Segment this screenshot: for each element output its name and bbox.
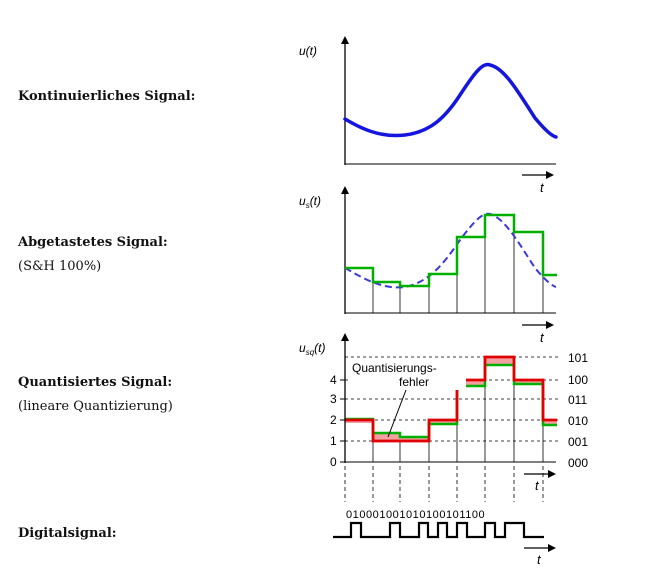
label-continuous-signal: Kontinuierliches Signal: bbox=[18, 89, 196, 104]
sampled-staircase-signal bbox=[345, 213, 557, 288]
quantized-panel: t usq(t) 0 1 2 3 4 101 100 011 010 001 0… bbox=[299, 333, 588, 493]
quantization-error-fills bbox=[345, 357, 557, 441]
sampled-panel: us(t) t bbox=[299, 186, 557, 345]
continuous-t-label: t bbox=[540, 180, 545, 195]
label-sampled-subtitle: (S&H 100%) bbox=[18, 259, 102, 274]
annotation-pointer bbox=[387, 389, 407, 438]
code-011: 011 bbox=[568, 393, 587, 407]
digital-bit-string: 010001001010100101100 bbox=[346, 509, 485, 521]
quantized-y-tick-3: 3 bbox=[330, 392, 337, 406]
quantized-y-tick-4: 4 bbox=[330, 373, 337, 387]
annotation-line-1: Quantisierungs- bbox=[352, 361, 437, 375]
quantized-t-label: t bbox=[535, 478, 540, 493]
digital-t-label: t bbox=[537, 552, 542, 567]
quantized-y-tick-1: 1 bbox=[330, 434, 337, 448]
quantized-y-label: usq(t) bbox=[299, 341, 325, 357]
quantized-y-tick-0: 0 bbox=[330, 455, 337, 469]
continuous-signal-curve bbox=[343, 62, 558, 139]
label-quantized-subtitle: (lineare Quantizierung) bbox=[18, 399, 173, 414]
row-label-sampled: Abgetastetes Signal: (S&H 100%) bbox=[18, 234, 168, 276]
code-001: 001 bbox=[568, 435, 588, 449]
quantized-y-ticks bbox=[340, 379, 345, 463]
code-101: 101 bbox=[568, 351, 588, 365]
quantized-y-tick-2: 2 bbox=[330, 413, 337, 427]
continuous-y-label: u(t) bbox=[299, 44, 317, 58]
label-digital-signal: Digitalsignal: bbox=[18, 526, 117, 541]
code-100: 100 bbox=[568, 373, 588, 387]
sampled-dashed-original bbox=[344, 212, 557, 289]
label-quantized-signal: Quantisiertes Signal: bbox=[18, 375, 173, 390]
annotation-box bbox=[350, 358, 466, 390]
sample-guide-lines bbox=[344, 466, 544, 502]
annotation-line-2: fehler bbox=[399, 375, 429, 389]
row-label-digital: Digitalsignal: bbox=[18, 525, 117, 543]
digital-panel: 010001001010100101100 t bbox=[333, 509, 556, 567]
sampled-y-label: us(t) bbox=[299, 194, 321, 210]
digital-waveform bbox=[333, 521, 544, 539]
code-010: 010 bbox=[568, 414, 588, 428]
continuous-panel: u(t) t bbox=[299, 36, 558, 195]
code-000: 000 bbox=[568, 456, 588, 470]
sampled-t-label: t bbox=[540, 330, 545, 345]
row-label-continuous: Kontinuierliches Signal: bbox=[18, 88, 195, 106]
label-sampled-signal: Abgetastetes Signal: bbox=[18, 235, 168, 250]
row-label-quantized: Quantisiertes Signal: (lineare Quantizie… bbox=[18, 374, 173, 416]
